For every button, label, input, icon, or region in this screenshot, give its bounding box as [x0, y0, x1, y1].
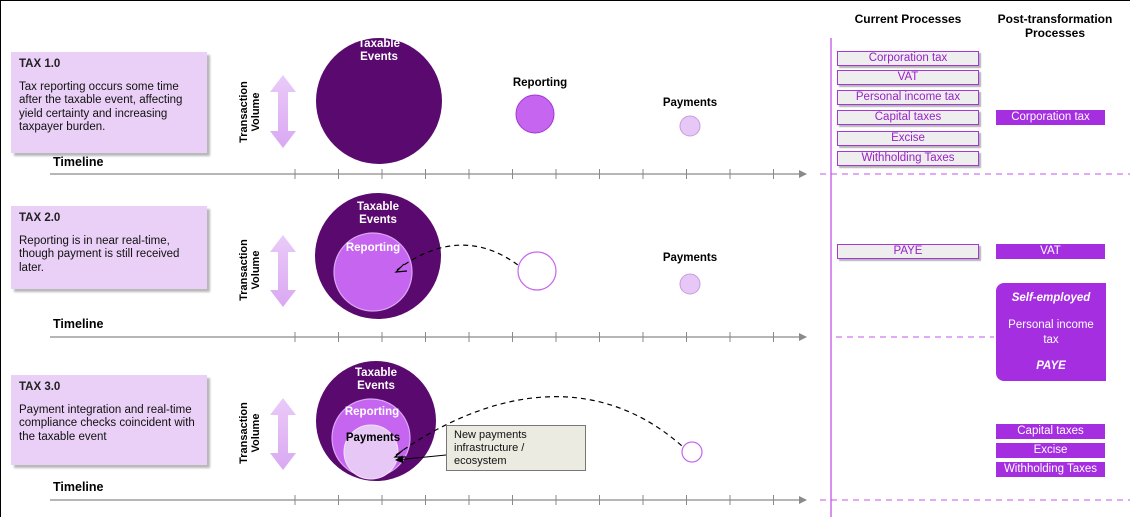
- row-tax2-graphics: Transaction Volume Taxable Events Report…: [50, 193, 807, 342]
- axis-label-line1: Transaction: [238, 239, 250, 301]
- personal-income-tax-label: Personal income tax: [1008, 319, 1094, 346]
- axis-label-line1: Transaction: [238, 81, 250, 143]
- current-process-corporation-tax: Corporation tax: [837, 51, 979, 66]
- post-transformation-header-line2: Processes: [1024, 26, 1086, 40]
- taxable-events-label-1: Taxable: [357, 201, 399, 213]
- current-process-excise: Excise: [837, 131, 979, 146]
- post-transformation-header: Post-transformation Processes: [990, 12, 1120, 40]
- tax3-description-box: TAX 3.0 Payment integration and real-tim…: [11, 375, 207, 465]
- tax2-description: Reporting is in near real-time, though p…: [19, 234, 180, 274]
- taxable-events-label-2: Events: [357, 380, 395, 392]
- tax1-description-box: TAX 1.0 Tax reporting occurs some time a…: [11, 52, 207, 153]
- tax2-title: TAX 2.0: [19, 212, 61, 224]
- reporting-circle: [333, 232, 413, 312]
- axis-label-line2: Volume: [250, 251, 262, 290]
- post-process-vat: VAT: [996, 244, 1105, 259]
- tax2-description-box: TAX 2.0 Reporting is in near real-time, …: [11, 206, 207, 289]
- tax3-title: TAX 3.0: [19, 381, 61, 393]
- payments-circle: [679, 115, 701, 137]
- post-process-withholding-taxes: Withholding Taxes: [996, 462, 1105, 477]
- current-process-vat: VAT: [837, 70, 979, 85]
- post-process-capital-taxes: Capital taxes: [996, 424, 1105, 439]
- payments-circle: [679, 273, 701, 295]
- timeline-ticks: [294, 332, 774, 342]
- tax1-title: TAX 1.0: [19, 58, 61, 70]
- current-process-personal-income-tax: Personal income tax: [837, 90, 979, 105]
- timeline-ticks: [294, 495, 774, 505]
- reporting-label: Reporting: [513, 77, 567, 89]
- transaction-volume-arrow: [270, 398, 296, 470]
- taxable-events-label-1: Taxable: [355, 367, 397, 379]
- reporting-label: Reporting: [346, 242, 400, 254]
- current-process-paye: PAYE: [837, 244, 979, 259]
- payments-circle: [343, 424, 399, 480]
- timeline-ticks: [294, 169, 774, 179]
- taxable-events-label-1: Taxable: [358, 38, 400, 50]
- post-process-corporation-tax: Corporation tax: [996, 110, 1105, 125]
- tax1-description: Tax reporting occurs some time after the…: [19, 80, 183, 134]
- axis-label-line1: Transaction: [238, 402, 250, 464]
- self-employed-label: Self-employed: [1011, 292, 1091, 304]
- timeline-label: Timeline: [53, 155, 104, 169]
- row-tax3-graphics: Transaction Volume Taxable Events Report…: [50, 361, 807, 505]
- transaction-volume-arrow: [270, 75, 296, 148]
- payments-label: Payments: [663, 97, 717, 109]
- current-process-capital-taxes: Capital taxes: [837, 110, 979, 125]
- post-process-excise: Excise: [996, 443, 1105, 458]
- taxable-events-label-2: Events: [360, 51, 398, 63]
- reporting-arc-arrowhead: [394, 263, 408, 273]
- timeline-label: Timeline: [53, 480, 104, 494]
- callout-pointer: [395, 454, 447, 464]
- reporting-label: Reporting: [345, 406, 399, 418]
- post-transformation-header-line1: Post-transformation: [997, 12, 1113, 26]
- payments-label: Payments: [346, 432, 400, 444]
- post-process-personal-income-tax-block: Self-employed Personal income tax PAYE: [996, 283, 1106, 381]
- taxable-events-label-2: Events: [359, 214, 397, 226]
- payments-label: Payments: [663, 252, 717, 264]
- axis-label-line2: Volume: [250, 414, 262, 453]
- current-processes-header: Current Processes: [854, 12, 962, 26]
- reporting-placeholder-circle: [517, 251, 557, 291]
- payments-placeholder-circle: [681, 441, 703, 463]
- timeline-label: Timeline: [53, 317, 104, 331]
- current-process-withholding-taxes: Withholding Taxes: [837, 151, 979, 166]
- transaction-volume-arrow: [270, 235, 296, 307]
- tax3-description: Payment integration and real-time compli…: [19, 403, 195, 443]
- paye-label: PAYE: [1036, 360, 1066, 372]
- new-payments-callout: New payments infrastructure / ecosystem: [446, 425, 586, 471]
- axis-label-line2: Volume: [250, 93, 262, 132]
- payments-arc: [395, 396, 683, 456]
- row-tax1-graphics: Transaction Volume Taxable Events Report…: [50, 38, 807, 179]
- reporting-arc: [396, 244, 524, 271]
- taxable-events-circle: [316, 38, 442, 164]
- reporting-circle: [515, 94, 555, 134]
